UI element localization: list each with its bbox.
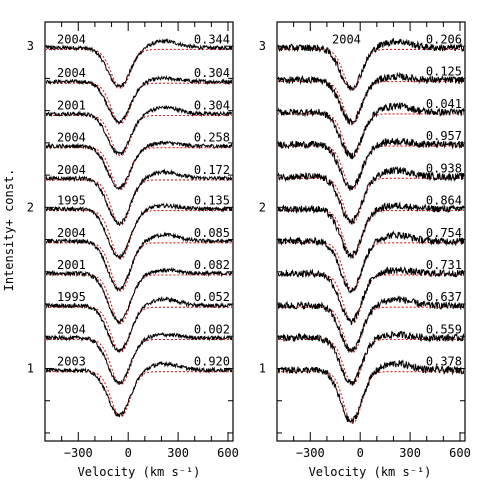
phase-label: 0.754 — [426, 226, 462, 240]
y-tick-label: 3 — [27, 39, 34, 53]
plot-frame — [276, 21, 466, 442]
x-tick-label: 0 — [357, 446, 364, 460]
y-tick-label: 1 — [27, 361, 34, 375]
phase-label: 0.344 — [194, 32, 230, 46]
observed-profile — [278, 71, 464, 126]
x-axis-label-right: Velocity (km s⁻¹) — [309, 465, 432, 479]
model-profile — [278, 371, 464, 424]
observed-profile — [46, 105, 232, 156]
phase-label: 0.938 — [426, 161, 462, 175]
observed-profile — [46, 332, 232, 385]
year-label: 2004 — [57, 163, 86, 177]
observed-profile — [278, 166, 464, 225]
phase-label: 0.637 — [426, 290, 462, 304]
y-tick-label: 2 — [259, 200, 266, 214]
phase-label: 0.559 — [426, 322, 462, 336]
y-tick-label: 2 — [27, 200, 34, 214]
phase-label: 0.135 — [194, 194, 230, 208]
plot-area — [46, 37, 232, 418]
x-tick-label: −300 — [64, 446, 93, 460]
year-label: 2004 — [57, 322, 86, 336]
observed-profile — [278, 102, 464, 160]
phase-label: 0.920 — [194, 355, 230, 369]
observed-profile — [46, 231, 232, 292]
phase-label: 0.125 — [426, 65, 462, 79]
observed-profile — [46, 360, 232, 418]
year-label: 2004 — [332, 32, 361, 46]
year-label: 2003 — [57, 355, 86, 369]
observed-profile — [278, 38, 464, 92]
observed-profile — [278, 359, 464, 424]
observed-profile — [278, 330, 464, 386]
phase-label: 0.206 — [426, 32, 462, 46]
y-tick-label: 1 — [259, 361, 266, 375]
observed-profile — [46, 202, 232, 260]
phase-label: 0.052 — [194, 290, 230, 304]
observed-profile — [278, 265, 464, 325]
phase-label: 0.258 — [194, 131, 230, 145]
year-label: 2004 — [57, 66, 86, 80]
phase-label: 0.172 — [194, 163, 230, 177]
plot-area — [278, 38, 464, 424]
phase-label: 0.082 — [194, 258, 230, 272]
x-tick-label: 600 — [449, 446, 471, 460]
y-tick-label: 3 — [259, 39, 266, 53]
observed-profile — [46, 37, 232, 89]
observed-profile — [278, 295, 464, 354]
x-tick-label: 300 — [167, 446, 189, 460]
observed-profile — [46, 140, 232, 191]
phase-label: 0.304 — [194, 98, 230, 112]
phase-label: 0.731 — [426, 258, 462, 272]
phase-label: 0.041 — [426, 97, 462, 111]
year-label: 2004 — [57, 131, 86, 145]
plot-frame — [44, 21, 234, 442]
x-axis-label-left: Velocity (km s⁻¹) — [78, 465, 201, 479]
phase-label: 0.864 — [426, 194, 462, 208]
right-panel: −300 0 300 600 1 2 3 2004 0.206 0.125 0.041 0.957 0.… — [259, 21, 471, 460]
observed-profile — [278, 230, 464, 294]
x-tick-label: 600 — [217, 446, 239, 460]
observed-profile — [278, 137, 464, 191]
year-label: 2004 — [57, 226, 86, 240]
observed-profile — [46, 74, 232, 126]
observed-profile — [46, 168, 232, 227]
year-label: 2001 — [57, 98, 86, 112]
x-tick-label: −300 — [296, 446, 325, 460]
phase-label: 0.002 — [194, 322, 230, 336]
year-label: 2004 — [57, 32, 86, 46]
phase-label: 0.085 — [194, 226, 230, 240]
year-label: 2001 — [57, 258, 86, 272]
year-label: 1995 — [57, 194, 86, 208]
phase-label: 0.378 — [426, 355, 462, 369]
x-tick-label: 300 — [399, 446, 421, 460]
phase-label: 0.957 — [426, 129, 462, 143]
x-tick-label: 0 — [125, 446, 132, 460]
observed-profile — [278, 201, 464, 259]
y-axis-label: Intensity+ const. — [2, 169, 16, 292]
left-panel: −300 0 300 600 1 2 3 2004 0.344 2004 0.304 2001 0.30… — [27, 21, 239, 460]
phase-label: 0.304 — [194, 66, 230, 80]
year-label: 1995 — [57, 290, 86, 304]
observed-profile — [46, 296, 232, 353]
observed-profile — [46, 266, 232, 325]
